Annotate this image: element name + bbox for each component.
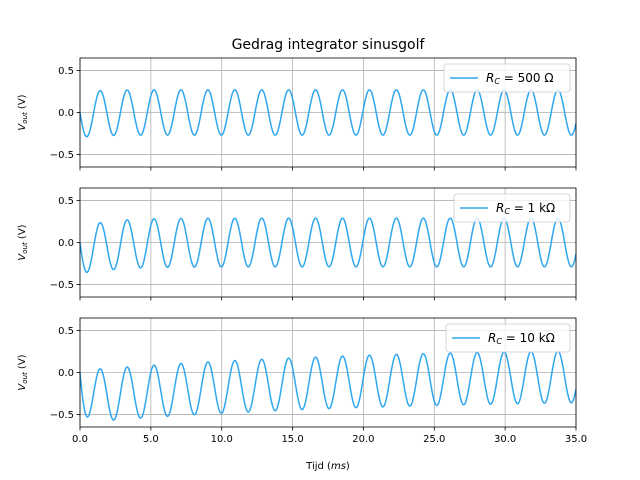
x-tick-label: 0.0 (72, 434, 88, 445)
y-tick-label: −0.5 (50, 410, 74, 421)
legend-label: RC = 10 kΩ (488, 331, 555, 346)
series-line (79, 350, 577, 421)
y-tick-label: 0.0 (58, 108, 74, 119)
y-tick-label: 0.5 (58, 66, 74, 77)
chart-title: Gedrag integrator sinusgolf (232, 37, 426, 53)
x-tick-label: 10.0 (211, 434, 233, 445)
y-tick-label: 0.5 (58, 196, 74, 207)
legend: RC = 500 Ω (443, 63, 571, 93)
y-tick-label: 0.5 (58, 326, 74, 337)
y-tick-label: 0.0 (58, 368, 74, 379)
legend-box (453, 193, 571, 223)
legend-label: RC = 500 Ω (486, 71, 554, 86)
panel-2: −0.5 0.0 0.5 Vout (V) RC = 1 kΩ (17, 187, 577, 301)
x-tick-label: 15.0 (281, 434, 303, 445)
x-tick-label: 25.0 (423, 434, 445, 445)
legend-box (445, 323, 571, 353)
legend: RC = 10 kΩ (445, 323, 571, 353)
x-axis-label: Tijd (ms) (305, 461, 350, 472)
series-line (79, 89, 577, 138)
series-line (79, 217, 577, 274)
y-tick-label: −0.5 (50, 280, 74, 291)
panel-3: −0.5 0.0 0.5 0.0 5.0 10.0 15.0 20.0 25.0 30.0 35.0… (17, 317, 587, 445)
y-axis-label: Vout (V) (17, 354, 29, 390)
y-tick-label: −0.5 (50, 150, 74, 161)
y-axis-label: Vout (V) (17, 94, 29, 130)
legend-box (443, 63, 571, 93)
x-tick-label: 20.0 (352, 434, 374, 445)
x-tick-label: 30.0 (494, 434, 516, 445)
legend: RC = 1 kΩ (453, 193, 571, 223)
legend-label: RC = 1 kΩ (496, 201, 555, 216)
x-tick-label: 5.0 (143, 434, 159, 445)
y-tick-label: 0.0 (58, 238, 74, 249)
x-tick-label: 35.0 (565, 434, 587, 445)
panel-1: −0.5 0.0 0.5 Vout (V) RC = 500 Ω (17, 57, 577, 171)
y-axis-label: Vout (V) (17, 224, 29, 260)
panels: −0.5 0.0 0.5 Vout (V) RC = 500 Ω −0.5 0.0 0.5 Vo… (17, 57, 587, 445)
